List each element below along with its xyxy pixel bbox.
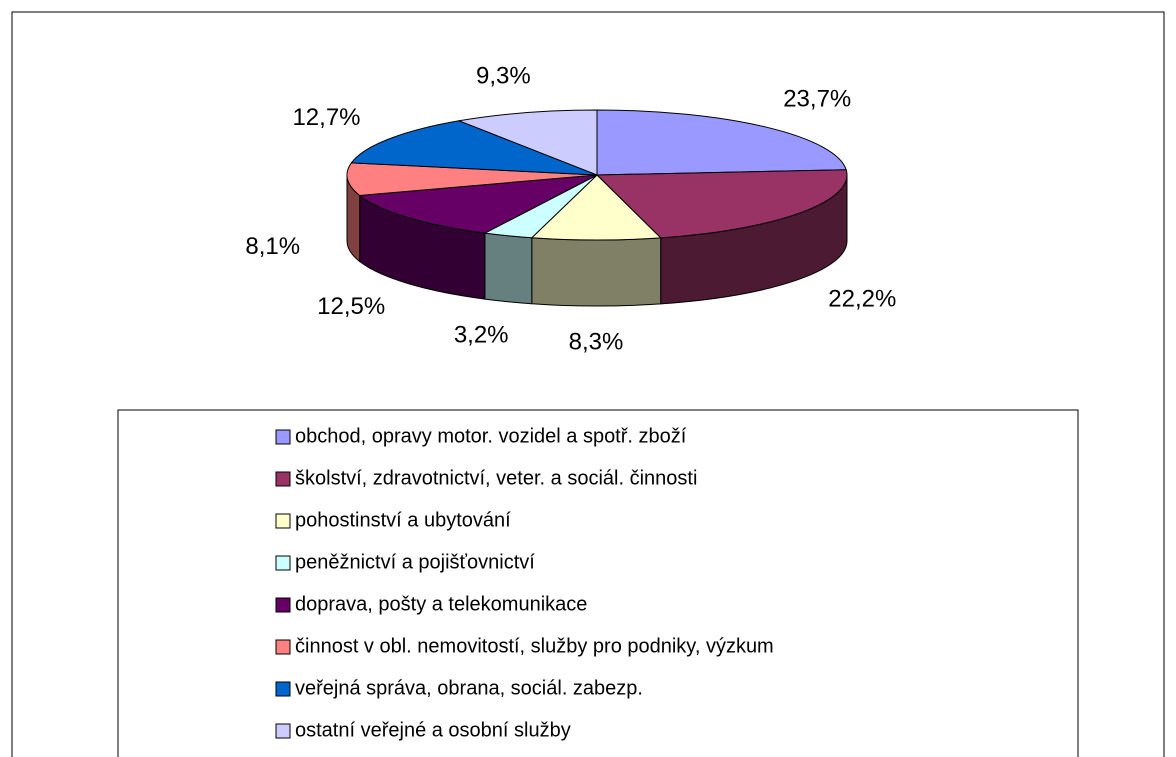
pie-slice <box>595 169 848 239</box>
legend-swatch <box>275 681 291 697</box>
pie-slice <box>530 174 662 241</box>
pie-slice <box>457 109 598 176</box>
data-label: 12,5% <box>317 293 385 320</box>
legend-swatch <box>275 555 291 571</box>
data-label: 8,3% <box>569 328 624 355</box>
legend-label: školství, zdravotnictví, veter. a sociál… <box>295 467 697 489</box>
data-label: 22,2% <box>828 285 896 312</box>
legend-swatch <box>275 471 291 487</box>
data-label: 9,3% <box>476 63 531 90</box>
pie-side <box>531 237 662 307</box>
legend-label: doprava, pošty a telekomunikace <box>295 593 587 615</box>
legend-swatch <box>275 723 291 739</box>
legend: obchod, opravy motor. vozidel a spotř. z… <box>275 425 774 741</box>
data-label: 3,2% <box>454 322 509 349</box>
legend-label: peněžnictví a pojišťovnictví <box>295 551 535 573</box>
legend-swatch <box>275 597 291 613</box>
legend-swatch <box>275 513 291 529</box>
legend-label: činnost v obl. nemovitostí, služby pro p… <box>295 635 774 657</box>
pie-slice <box>596 109 847 176</box>
data-label: 12,7% <box>292 104 360 131</box>
data-label: 8,1% <box>245 233 300 260</box>
pie-slice <box>350 120 598 176</box>
pie-slice <box>358 174 598 234</box>
legend-swatch <box>275 639 291 655</box>
legend-swatch <box>275 429 291 445</box>
pie: 23,7% 22,2% 8,3% 3,2% 12,5% 8,1% 12,7% 9,3% <box>245 63 896 356</box>
legend-label: obchod, opravy motor. vozidel a spotř. z… <box>295 425 687 447</box>
pie-side <box>484 232 533 305</box>
data-label: 23,7% <box>783 85 851 112</box>
legend-label: veřejná správa, obrana, sociál. zabezp. <box>295 677 643 699</box>
legend-label: pohostinství a ubytování <box>295 509 511 531</box>
legend-label: ostatní veřejné a osobní služby <box>295 719 571 741</box>
legend-box <box>117 409 1079 757</box>
pie-slice <box>346 162 598 196</box>
